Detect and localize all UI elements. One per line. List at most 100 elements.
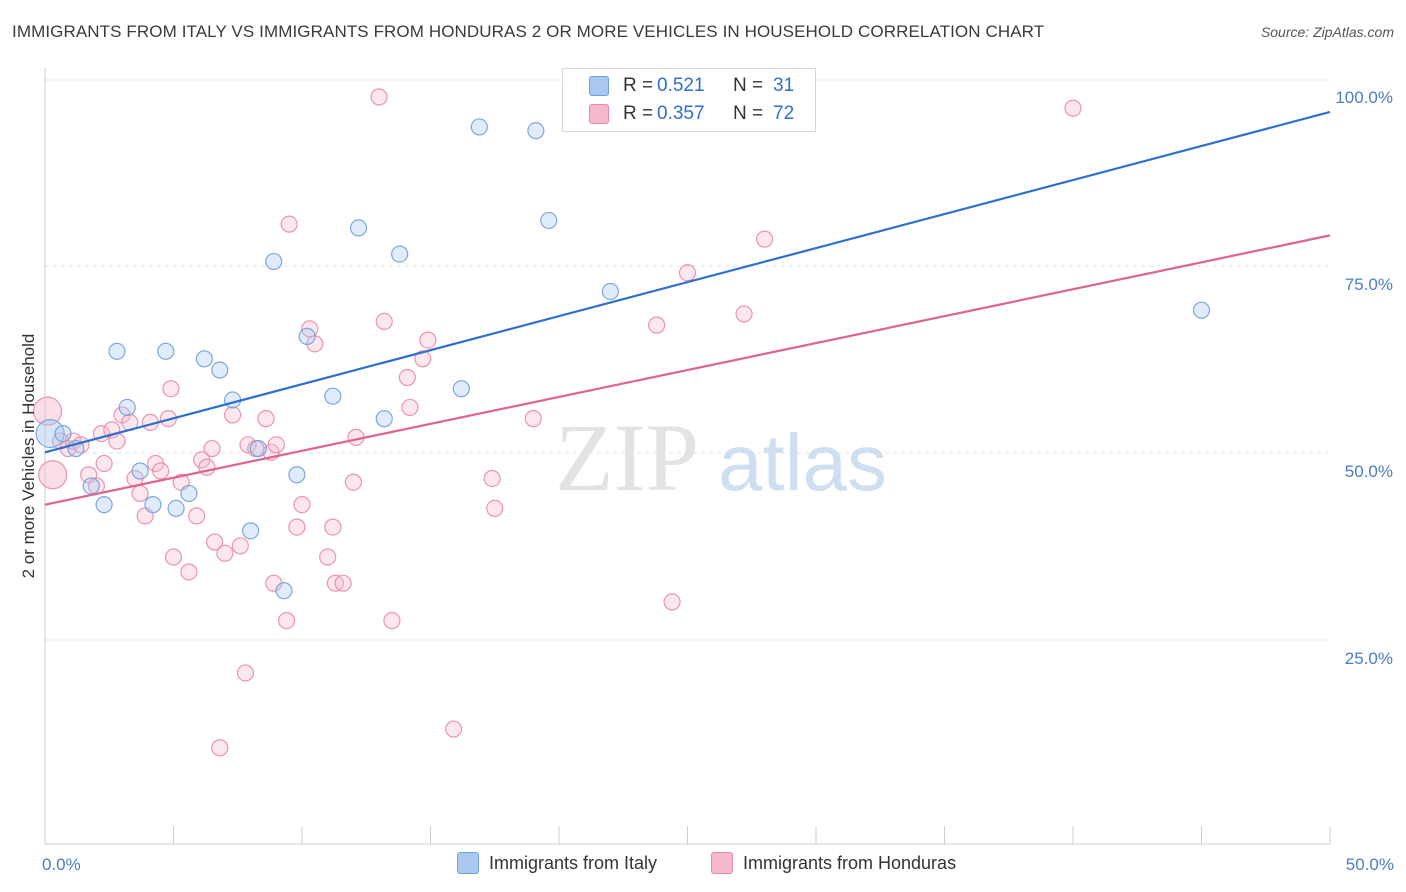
honduras-point [206,533,224,551]
honduras-point [216,544,234,562]
honduras-point [648,316,666,334]
legend-swatch-italy [457,852,479,874]
honduras-point [277,611,296,630]
x-tick-label-min: 0.0% [42,855,81,874]
trend-lines [44,110,1331,506]
italy-point [349,219,368,237]
y-axis-label: 2 or more Vehicles in Household [19,334,38,579]
honduras-point [131,484,149,503]
honduras-point [370,88,388,106]
italy-point [1192,301,1211,319]
legend-item-honduras[interactable]: Immigrants from Honduras [711,852,956,874]
legend-row-italy: R = 0.521 N = 31 [563,73,794,99]
italy-point [211,361,229,379]
italy-point [95,496,113,514]
honduras-point [280,215,298,233]
italy-point [601,282,620,301]
y-tick-labels: 100.0% 75.0% 50.0% 25.0% [1335,88,1393,668]
italy-point [157,342,175,360]
legend-label-italy: Immigrants from Italy [489,852,658,873]
italy-point [195,350,213,368]
honduras-point [445,720,463,738]
honduras-point [188,507,206,525]
italy-trend-line [44,110,1331,454]
italy-point [242,522,260,540]
y-tick-label: 75.0% [1345,275,1393,294]
honduras-point [375,312,393,330]
honduras-point [483,469,501,488]
honduras-point [257,410,275,428]
italy-point [265,252,283,271]
honduras-point [324,518,342,536]
honduras-point [401,398,419,417]
honduras-point [419,331,437,349]
honduras-point [211,739,229,757]
italy-point [224,391,242,409]
chart-title: IMMIGRANTS FROM ITALY VS IMMIGRANTS FROM… [12,22,1045,41]
honduras-point [334,574,352,592]
legend-swatch-honduras [711,852,733,874]
legend-r-value-italy: 0.521 [657,75,705,96]
italy-point [375,410,393,428]
x-tick-label-max: 50.0% [1346,855,1394,874]
y-tick-label: 50.0% [1345,462,1393,481]
honduras-point [38,460,68,490]
honduras-point [486,499,504,517]
watermark-atlas: atlas [718,418,887,507]
honduras-point [152,462,170,480]
italy-point [167,499,185,517]
legend-item-italy[interactable]: Immigrants from Italy [457,852,657,874]
italy-point [324,387,342,405]
legend-r-value-honduras: 0.357 [657,103,705,124]
italy-point [118,398,136,417]
italy-point [82,477,100,495]
italy-point [298,327,316,345]
honduras-point [267,436,285,454]
honduras-point [236,664,255,682]
honduras-point [344,473,362,491]
italy-point [288,466,306,484]
honduras-point [524,410,542,428]
legend-swatch-honduras [589,104,609,124]
series-legend: Immigrants from Italy Immigrants from Ho… [0,852,1406,878]
y-tick-label: 100.0% [1335,88,1393,107]
series-italy [35,118,1211,600]
legend-swatch-italy [589,76,609,96]
italy-point [144,496,162,514]
italy-point [527,122,545,140]
honduras-point [164,548,183,566]
series-honduras [32,88,1082,757]
x-ticks [44,826,1331,844]
honduras-trend-line [44,234,1331,506]
italy-point [249,439,267,458]
italy-point [35,419,65,449]
honduras-point [755,230,774,248]
italy-point [275,582,293,600]
honduras-point [32,396,63,426]
honduras-point [319,548,337,566]
italy-point [470,118,488,136]
honduras-point [678,264,697,282]
italy-point [131,462,149,480]
honduras-point [735,305,753,323]
honduras-point [663,593,681,611]
honduras-point [1064,99,1082,117]
italy-point [391,245,409,263]
legend-n-label: N = [733,75,764,96]
legend-r-label: R = [623,75,654,96]
honduras-point [203,439,221,458]
honduras-point [95,454,113,473]
honduras-point [414,350,432,368]
honduras-point [293,496,311,514]
legend-n-value-italy: 31 [773,75,795,96]
honduras-point [231,537,249,555]
legend-r-label: R = [623,103,654,124]
italy-point [452,380,470,398]
y-tick-label: 25.0% [1345,649,1393,668]
honduras-point [180,563,198,581]
legend-label-honduras: Immigrants from Honduras [743,852,957,873]
italy-point [108,342,126,360]
honduras-point [162,380,180,398]
honduras-point [224,406,242,424]
